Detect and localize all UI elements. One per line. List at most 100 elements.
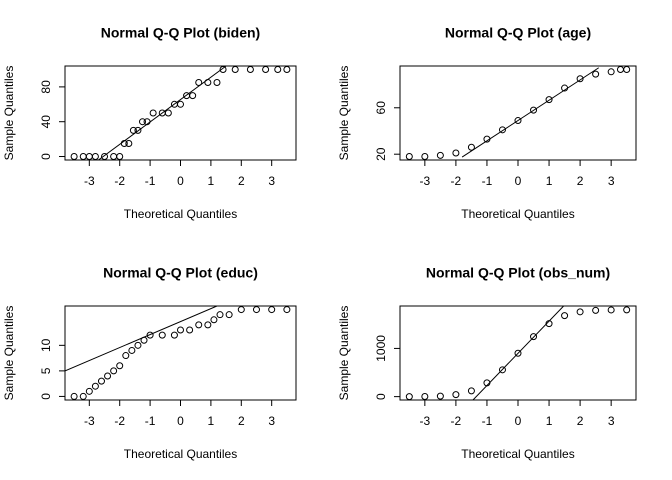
y-tick-label: 0	[39, 153, 53, 160]
point	[483, 135, 491, 143]
point	[405, 393, 413, 401]
y-axis-label: Sample Quantiles	[337, 306, 351, 401]
point	[204, 321, 212, 329]
point	[421, 153, 429, 161]
y-tick-label: 10	[39, 338, 53, 352]
point	[116, 362, 124, 370]
panel: Normal Q-Q Plot (educ) Theoretical Quanti…	[2, 265, 297, 461]
point	[189, 92, 197, 100]
point	[79, 392, 87, 400]
x-tick-label: 0	[177, 414, 184, 428]
point	[104, 372, 112, 380]
point	[237, 306, 245, 314]
panel: Normal Q-Q Plot (obs_num) Theoretical Qua…	[337, 265, 637, 461]
x-axis-label: Theoretical Quantiles	[461, 207, 574, 221]
y-tick-label: 20	[374, 147, 388, 161]
x-tick-label: -2	[114, 414, 125, 428]
point	[164, 109, 172, 117]
point	[576, 308, 584, 316]
point	[79, 153, 87, 161]
point	[139, 118, 147, 126]
point	[195, 321, 203, 329]
point	[177, 326, 184, 334]
point	[607, 68, 615, 76]
x-tick-label: 1	[208, 414, 215, 428]
point	[170, 331, 178, 339]
point	[467, 387, 475, 395]
point	[421, 393, 429, 401]
point	[561, 84, 569, 92]
point	[607, 306, 615, 314]
point	[70, 392, 78, 400]
point	[122, 352, 130, 360]
x-tick-label: -3	[84, 414, 95, 428]
point	[210, 316, 218, 324]
point	[120, 139, 128, 147]
x-tick-label: -2	[451, 174, 462, 188]
panel: Normal Q-Q Plot (biden) Theoretical Quant…	[2, 25, 297, 221]
point	[283, 65, 291, 73]
y-tick-label: 40	[39, 115, 53, 129]
point	[436, 392, 444, 400]
point	[231, 65, 239, 73]
point	[216, 311, 224, 319]
point	[149, 109, 157, 117]
y-tick-label: 80	[39, 80, 53, 94]
y-tick-label: 1000	[374, 335, 388, 362]
x-tick-label: -2	[114, 174, 125, 188]
point	[252, 306, 260, 314]
point	[143, 118, 151, 126]
point	[177, 100, 184, 108]
point	[128, 346, 136, 354]
point	[204, 79, 212, 87]
point	[110, 153, 118, 161]
x-tick-label: -1	[145, 174, 156, 188]
x-tick-label: 2	[238, 174, 245, 188]
qq-line	[461, 67, 600, 158]
point	[225, 311, 233, 319]
x-tick-label: 3	[268, 414, 275, 428]
y-tick-label: 5	[39, 367, 53, 374]
point	[195, 79, 203, 87]
plot-frame	[399, 305, 637, 401]
x-tick-label: 0	[515, 414, 522, 428]
x-tick-label: 2	[238, 414, 245, 428]
point	[616, 65, 624, 73]
point	[592, 70, 600, 78]
point	[70, 153, 78, 161]
point	[545, 320, 553, 328]
x-tick-label: -3	[84, 174, 95, 188]
x-tick-label: 3	[608, 174, 615, 188]
point	[561, 312, 569, 320]
point	[498, 126, 506, 134]
point	[186, 326, 194, 334]
y-tick-label: 0	[39, 393, 53, 400]
y-axis-label: Sample Quantiles	[2, 66, 16, 161]
point	[530, 106, 538, 114]
point	[97, 377, 105, 385]
point	[623, 65, 631, 73]
qq-line	[65, 306, 218, 372]
point	[268, 306, 276, 314]
x-tick-label: 3	[268, 174, 275, 188]
x-tick-label: 2	[577, 414, 584, 428]
x-tick-label: 1	[546, 174, 553, 188]
point	[530, 333, 538, 341]
point	[125, 139, 133, 147]
point	[129, 126, 137, 134]
point	[116, 153, 124, 161]
plot-frame	[399, 65, 637, 161]
point	[262, 65, 270, 73]
x-tick-label: -2	[451, 414, 462, 428]
point	[452, 391, 460, 399]
y-axis-label: Sample Quantiles	[337, 66, 351, 161]
point	[91, 153, 99, 161]
point	[158, 331, 166, 339]
x-tick-label: 3	[608, 414, 615, 428]
point	[246, 65, 254, 73]
point	[134, 341, 142, 349]
point	[452, 149, 460, 157]
x-tick-label: 1	[546, 414, 553, 428]
point	[85, 153, 93, 161]
